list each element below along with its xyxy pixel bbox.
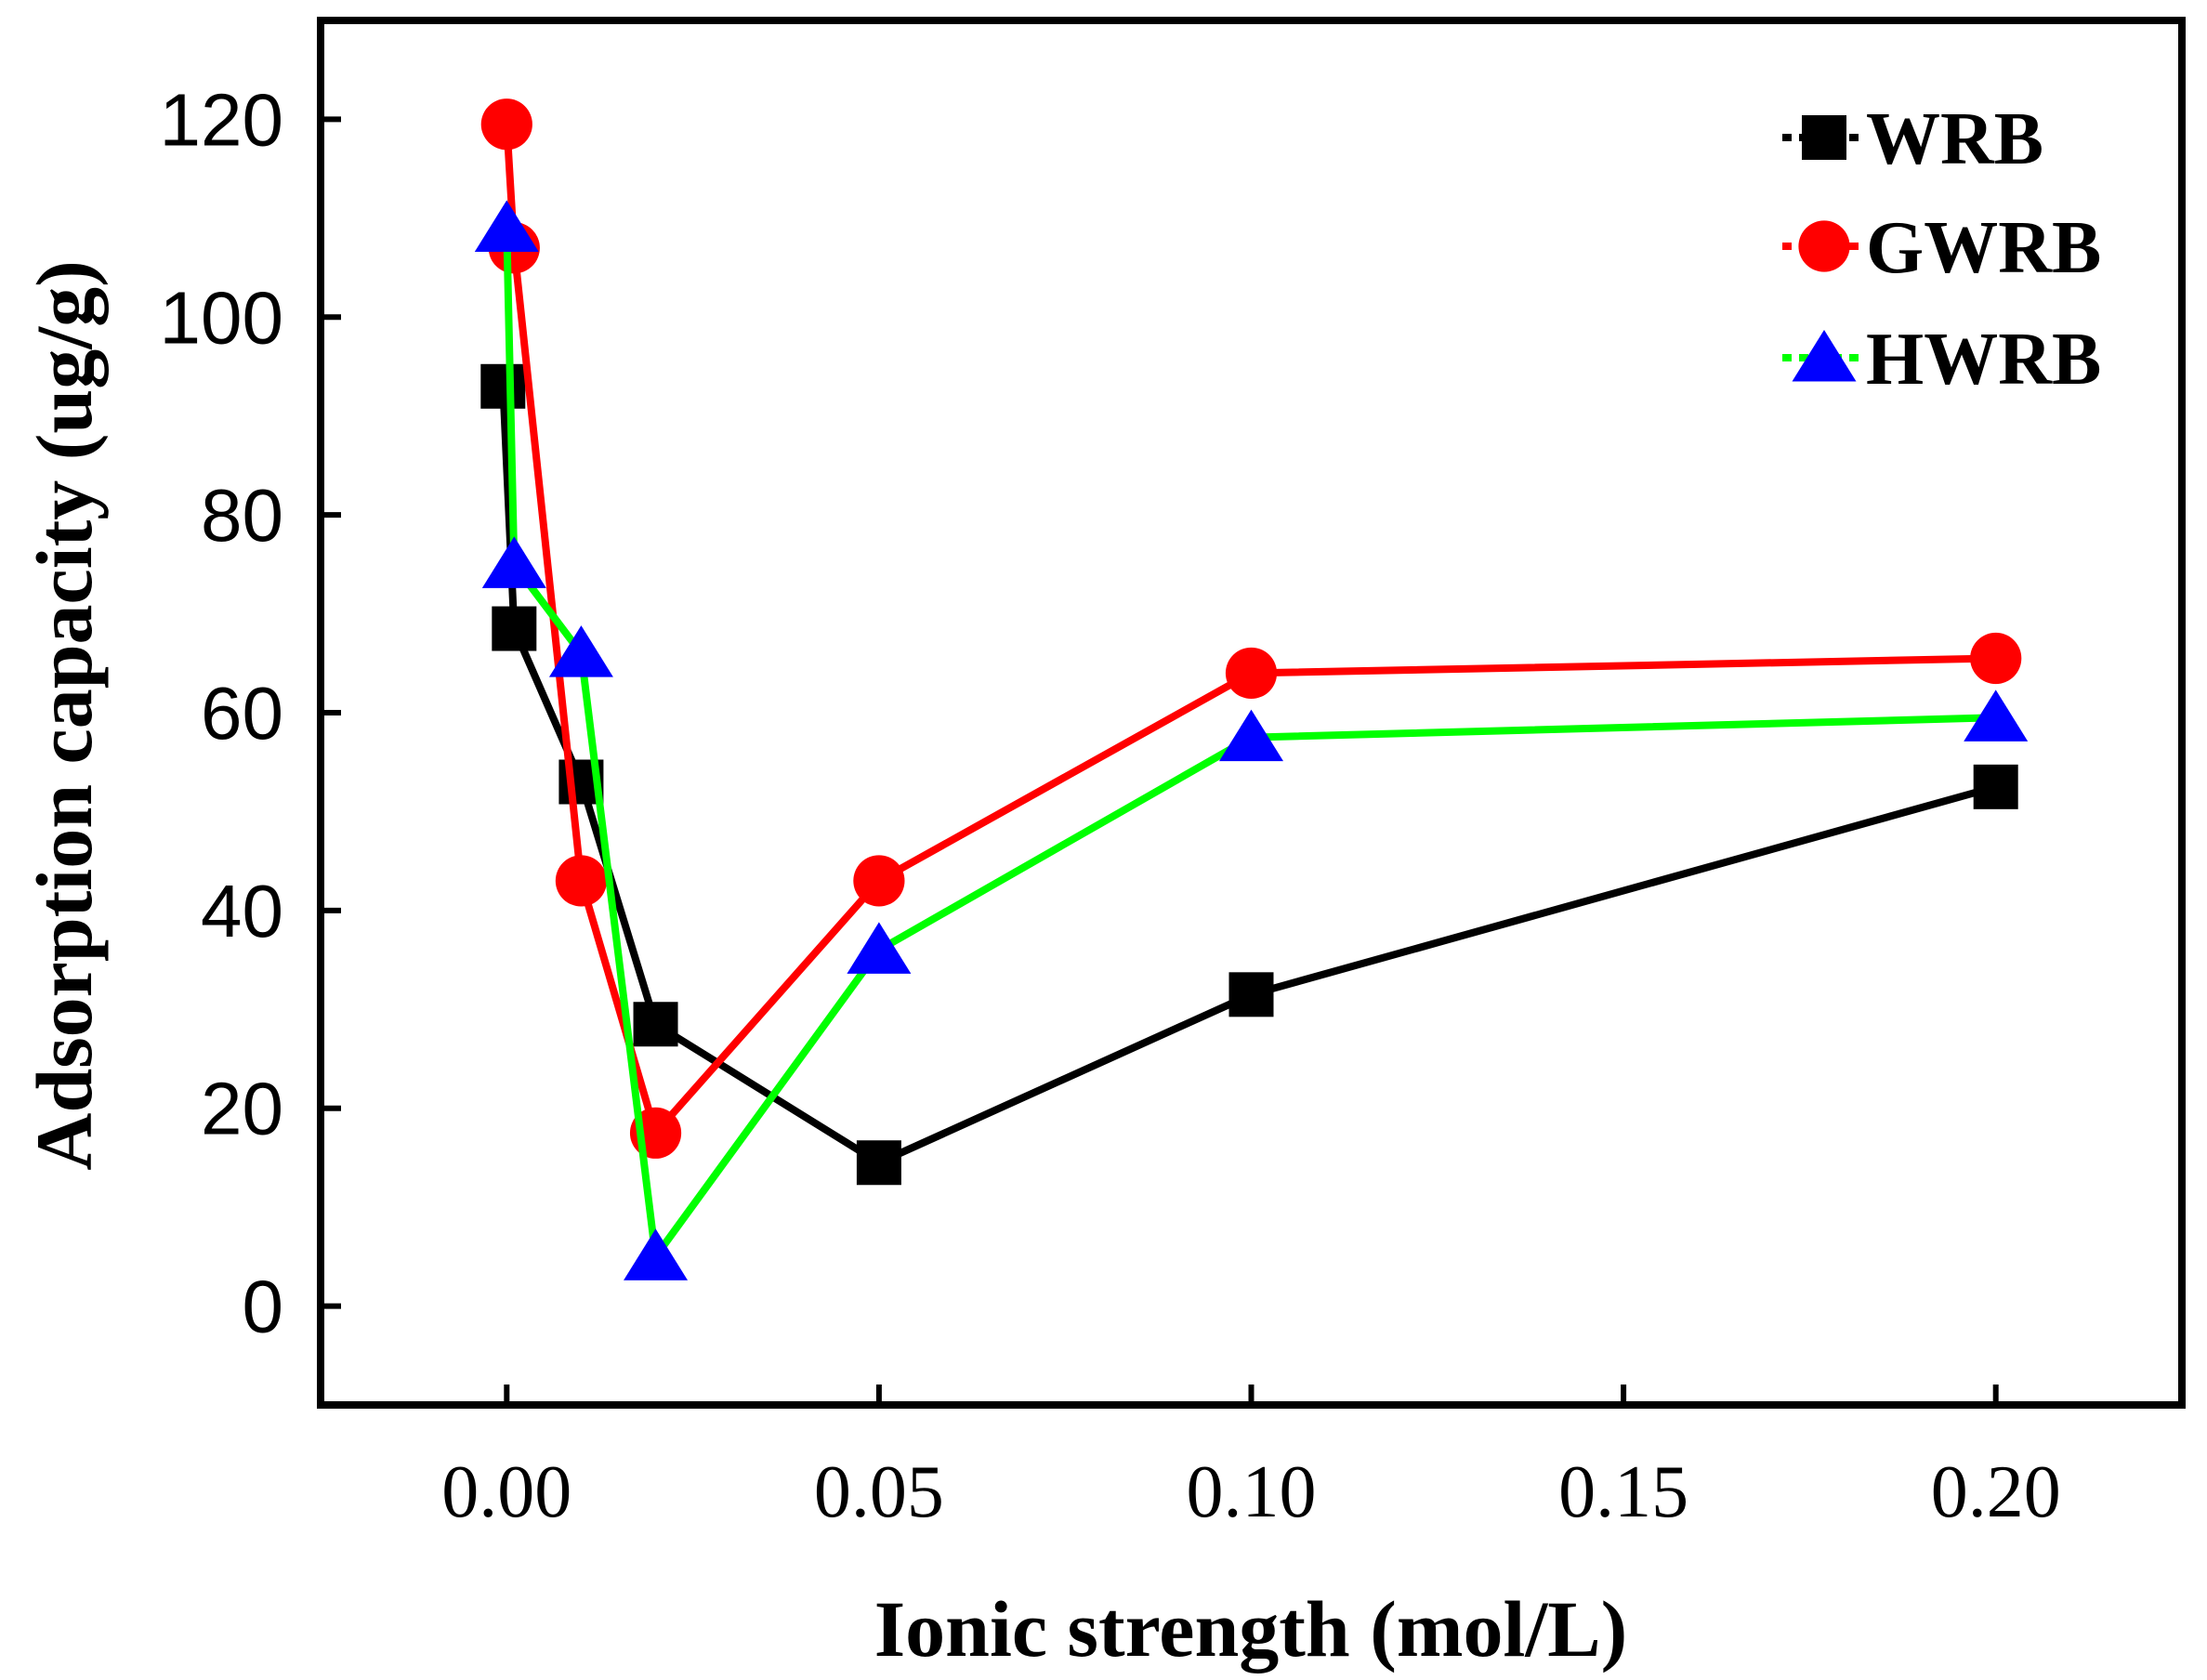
data-point-gwrb bbox=[1970, 632, 2022, 685]
series-layer bbox=[474, 98, 2029, 1280]
data-point-wrb bbox=[480, 363, 526, 409]
y-tick-label: 120 bbox=[160, 78, 283, 161]
y-tick-label: 40 bbox=[201, 870, 283, 952]
legend-label-wrb: WRB bbox=[1866, 98, 2043, 180]
legend-marker-wrb bbox=[1802, 115, 1846, 160]
y-axis-ticks: 0 20 40 60 80 100 120 bbox=[160, 78, 341, 1348]
data-point-gwrb bbox=[853, 855, 905, 907]
legend-label-gwrb: GWRB bbox=[1866, 207, 2101, 289]
legend: WRB GWRB HWRB bbox=[1782, 98, 2101, 400]
data-point-wrb bbox=[856, 1140, 901, 1186]
data-point-wrb bbox=[1973, 764, 2018, 809]
legend-marker-gwrb bbox=[1798, 220, 1850, 272]
data-point-wrb bbox=[1228, 972, 1274, 1017]
legend-marker-hwrb bbox=[1792, 330, 1857, 382]
y-axis-title: Adsorption capacity (ug/g) bbox=[20, 260, 109, 1170]
data-point-wrb bbox=[633, 1002, 678, 1047]
series-line-wrb bbox=[499, 386, 1997, 1167]
data-point-hwrb bbox=[548, 625, 613, 677]
legend-label-hwrb: HWRB bbox=[1866, 319, 2101, 400]
y-tick-label: 20 bbox=[201, 1068, 283, 1150]
data-point-hwrb bbox=[624, 1228, 689, 1280]
x-tick-label: 0.15 bbox=[1558, 1451, 1688, 1533]
data-point-hwrb bbox=[1219, 709, 1283, 762]
data-point-gwrb bbox=[555, 855, 608, 907]
x-tick-label: 0.20 bbox=[1931, 1451, 2061, 1533]
y-tick-label: 0 bbox=[243, 1266, 284, 1348]
y-tick-label: 100 bbox=[160, 276, 283, 359]
x-tick-label: 0.10 bbox=[1187, 1451, 1317, 1533]
x-tick-label: 0.00 bbox=[441, 1451, 571, 1533]
data-point-hwrb bbox=[474, 200, 539, 252]
x-tick-label: 0.05 bbox=[814, 1451, 944, 1533]
data-point-wrb bbox=[492, 606, 537, 651]
x-axis-ticks: 0.00 0.05 0.10 0.15 0.20 bbox=[441, 1385, 2061, 1533]
data-point-gwrb bbox=[480, 98, 532, 151]
x-axis-title: Ionic strength (mol/L) bbox=[874, 1584, 1628, 1673]
y-tick-label: 80 bbox=[201, 474, 283, 557]
data-point-hwrb bbox=[1964, 689, 2029, 742]
y-tick-label: 60 bbox=[201, 672, 283, 755]
data-point-hwrb bbox=[847, 922, 912, 974]
data-point-gwrb bbox=[1225, 647, 1278, 700]
series-wrb bbox=[480, 363, 2018, 1186]
series-hwrb bbox=[474, 200, 2029, 1280]
data-point-hwrb bbox=[481, 536, 546, 588]
